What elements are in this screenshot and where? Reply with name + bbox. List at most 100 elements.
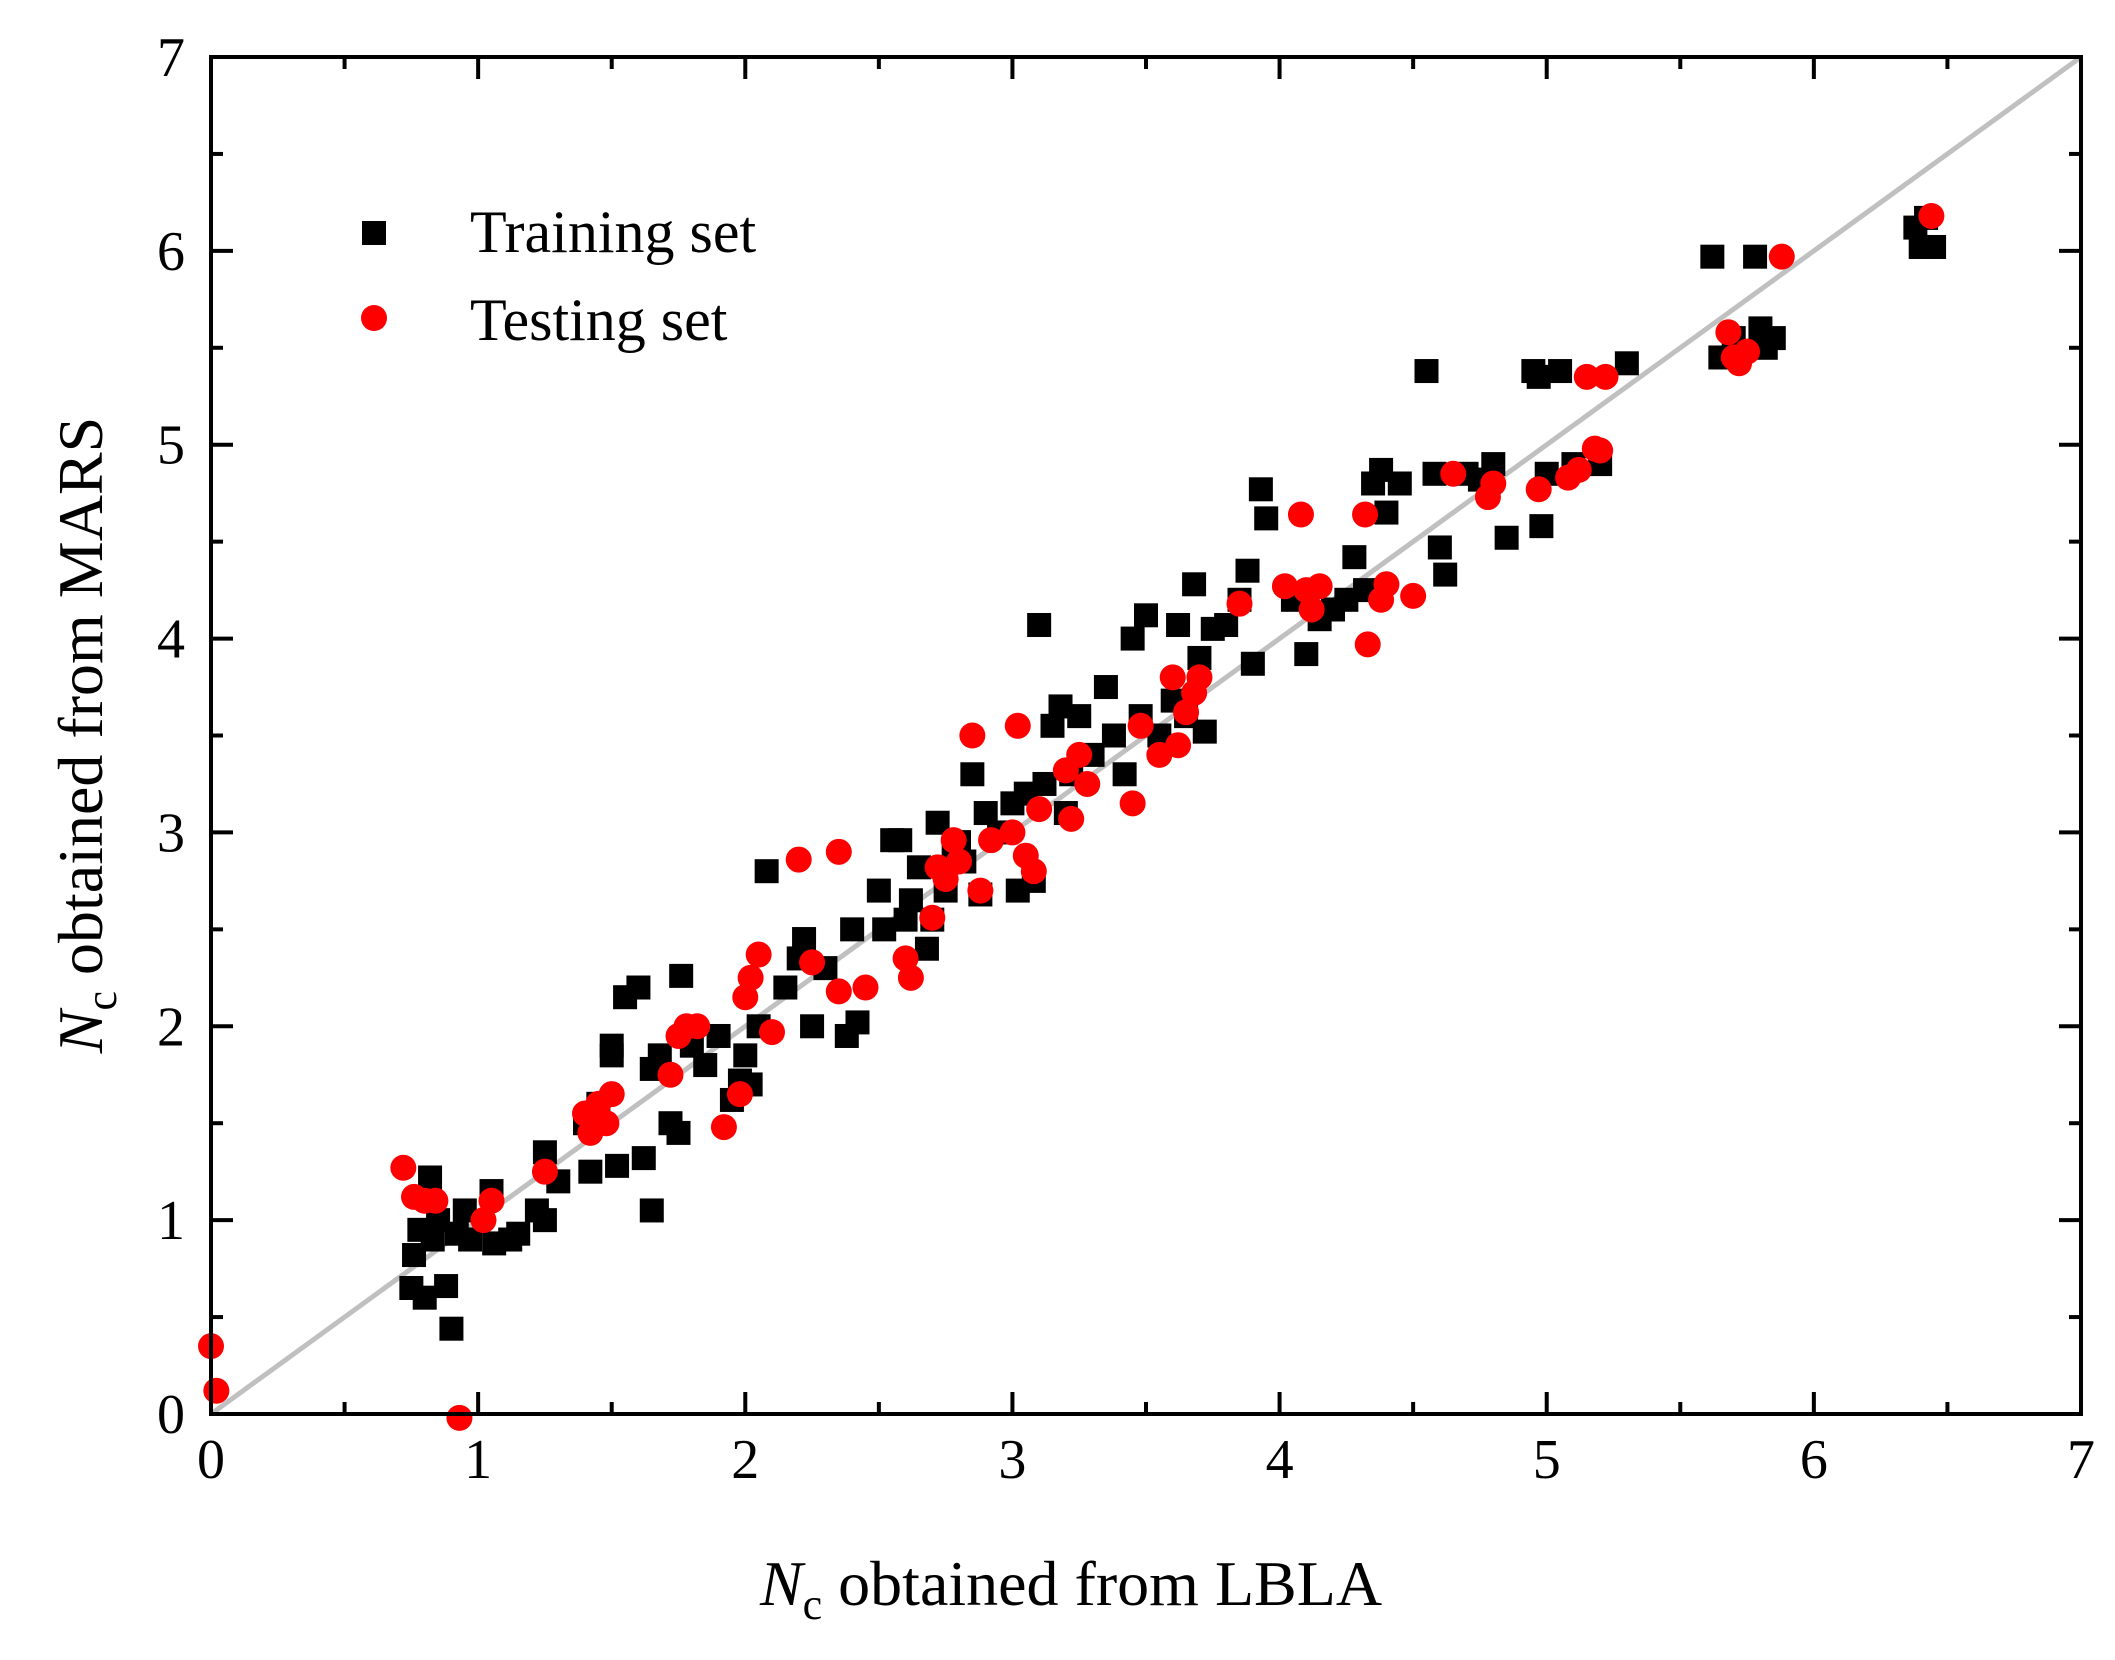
testing-point bbox=[1734, 338, 1761, 365]
training-point bbox=[1922, 234, 1947, 259]
testing-point bbox=[1592, 363, 1619, 390]
y-tick-label: 0 bbox=[157, 1384, 185, 1446]
training-point bbox=[792, 927, 817, 952]
training-point bbox=[631, 1146, 656, 1171]
training-point bbox=[693, 1053, 718, 1078]
training-point bbox=[599, 1033, 624, 1058]
training-point bbox=[773, 975, 798, 1000]
training-point bbox=[1254, 506, 1279, 531]
testing-point bbox=[1352, 501, 1379, 528]
training-point bbox=[639, 1198, 664, 1223]
testing-point bbox=[1400, 582, 1427, 609]
testing-point bbox=[799, 949, 826, 976]
testing-point bbox=[598, 1081, 625, 1108]
testing-point bbox=[1587, 437, 1614, 464]
training-point bbox=[626, 975, 651, 1000]
testing-point bbox=[710, 1114, 737, 1141]
testing-point bbox=[825, 978, 852, 1005]
training-point bbox=[866, 878, 891, 903]
testing-point bbox=[745, 941, 772, 968]
training-point bbox=[1192, 719, 1217, 744]
training-point bbox=[1166, 613, 1191, 638]
training-point bbox=[434, 1274, 459, 1299]
training-point bbox=[1433, 562, 1458, 587]
training-point bbox=[532, 1208, 557, 1233]
testing-point bbox=[1066, 741, 1093, 768]
y-axis-title: Nc obtained from MARS bbox=[45, 417, 126, 1054]
training-point bbox=[1120, 626, 1145, 651]
y-tick-label: 1 bbox=[157, 1190, 185, 1252]
testing-point bbox=[1119, 790, 1146, 817]
testing-point bbox=[1918, 202, 1945, 229]
testing-point bbox=[1159, 664, 1186, 691]
x-tick-label: 0 bbox=[197, 1429, 225, 1491]
legend: Training set Testing set bbox=[361, 199, 756, 353]
testing-point bbox=[940, 827, 967, 854]
x-tick-label: 1 bbox=[464, 1429, 492, 1491]
training-point bbox=[1027, 613, 1052, 638]
training-point bbox=[1093, 675, 1118, 700]
training-point bbox=[800, 1014, 825, 1039]
testing-point bbox=[1026, 796, 1053, 823]
testing-point bbox=[1287, 501, 1314, 528]
training-point bbox=[669, 963, 694, 988]
testing-point bbox=[1440, 460, 1467, 487]
training-point bbox=[1700, 244, 1725, 269]
testing-point bbox=[390, 1154, 417, 1181]
training-point bbox=[1112, 762, 1137, 787]
x-tick-label: 6 bbox=[1800, 1429, 1828, 1491]
testing-series bbox=[198, 202, 1945, 1431]
testing-point bbox=[1226, 590, 1253, 617]
data-points-layer bbox=[198, 202, 1947, 1431]
training-point bbox=[1494, 525, 1519, 550]
training-point bbox=[1248, 477, 1273, 502]
y-tick-label: 4 bbox=[157, 609, 185, 671]
testing-point bbox=[684, 1013, 711, 1040]
testing-point bbox=[422, 1187, 449, 1214]
testing-point bbox=[1715, 319, 1742, 346]
testing-point bbox=[978, 827, 1005, 854]
training-point bbox=[439, 1316, 464, 1341]
testing-point bbox=[1058, 805, 1085, 832]
training-point bbox=[1240, 651, 1265, 676]
training-point bbox=[914, 936, 939, 961]
x-tick-label: 7 bbox=[2067, 1429, 2095, 1491]
legend-marker-training bbox=[362, 221, 386, 245]
legend-label-testing: Testing set bbox=[470, 287, 728, 353]
testing-point bbox=[1565, 456, 1592, 483]
testing-point bbox=[1186, 664, 1213, 691]
training-point bbox=[872, 917, 897, 942]
testing-point bbox=[759, 1019, 785, 1046]
x-tick-label: 3 bbox=[998, 1429, 1026, 1491]
x-tick-label: 5 bbox=[1533, 1429, 1561, 1491]
training-point bbox=[605, 1153, 630, 1178]
y-tick-label: 7 bbox=[157, 27, 185, 89]
axis-ticks: 0 1 2 3 4 5 6 7 0 1 2 3 4 5 6 7 bbox=[157, 27, 2095, 1491]
testing-point bbox=[1127, 712, 1154, 739]
training-point bbox=[1214, 613, 1239, 638]
testing-point bbox=[785, 846, 812, 873]
training-point bbox=[733, 1043, 758, 1068]
training-point bbox=[1294, 642, 1319, 667]
testing-point bbox=[1298, 596, 1325, 623]
testing-point bbox=[897, 964, 924, 991]
testing-point bbox=[593, 1110, 620, 1137]
training-point bbox=[898, 888, 923, 913]
training-point bbox=[1182, 572, 1207, 597]
testing-point bbox=[959, 722, 986, 749]
testing-point bbox=[1020, 858, 1047, 885]
training-point bbox=[1101, 723, 1126, 748]
testing-point bbox=[1768, 243, 1795, 270]
testing-point bbox=[203, 1377, 230, 1404]
training-point bbox=[506, 1221, 531, 1246]
testing-point bbox=[1480, 470, 1507, 497]
testing-point bbox=[1573, 363, 1600, 390]
testing-point bbox=[1525, 476, 1552, 503]
training-point bbox=[1235, 558, 1260, 583]
y-tick-label: 2 bbox=[157, 996, 185, 1058]
training-point bbox=[412, 1285, 437, 1310]
testing-point bbox=[967, 877, 994, 904]
training-point bbox=[845, 1010, 870, 1035]
training-point bbox=[1032, 771, 1057, 796]
